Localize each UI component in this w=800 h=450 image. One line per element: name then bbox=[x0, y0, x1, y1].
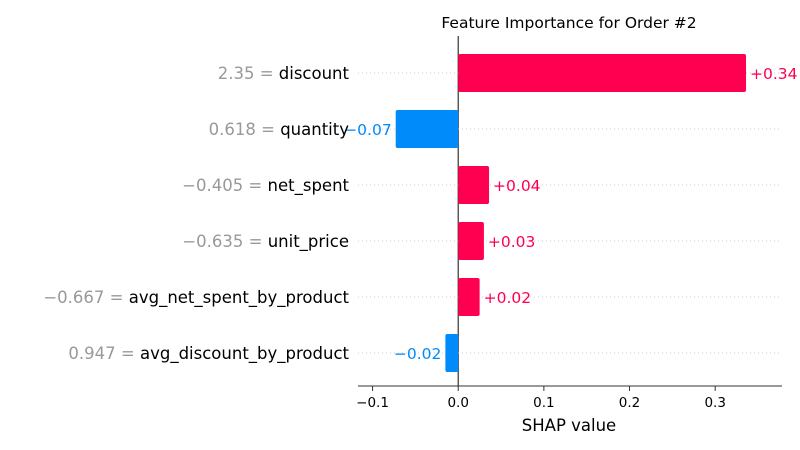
x-tick-label: −0.1 bbox=[356, 395, 389, 411]
feature-name-text: discount bbox=[279, 64, 350, 83]
chart-title: Feature Importance for Order #2 bbox=[441, 14, 696, 32]
x-tick-label: 0.3 bbox=[704, 395, 725, 411]
positive-shap-bar bbox=[458, 54, 747, 92]
feature-value-text: −0.405 = bbox=[182, 176, 267, 195]
feature-value-text: 0.618 = bbox=[209, 120, 281, 139]
feature-label: 2.35 = discount bbox=[218, 64, 350, 83]
feature-label: 0.618 = quantity bbox=[209, 120, 350, 139]
feature-value-text: 2.35 = bbox=[218, 64, 279, 83]
feature-value-text: 0.947 = bbox=[68, 344, 140, 363]
feature-label: −0.635 = unit_price bbox=[182, 232, 349, 252]
feature-name-text: avg_discount_by_product bbox=[140, 344, 350, 364]
positive-shap-bar bbox=[458, 222, 484, 260]
negative-shap-bar bbox=[395, 110, 459, 148]
feature-label: −0.405 = net_spent bbox=[182, 176, 349, 196]
positive-shap-bar bbox=[458, 166, 490, 204]
bar-row: +0.04 −0.405 = net_spent bbox=[182, 166, 782, 204]
shap-value-label: +0.04 bbox=[493, 177, 541, 195]
feature-label: 0.947 = avg_discount_by_product bbox=[68, 344, 349, 364]
shap-value-label: −0.07 bbox=[344, 121, 392, 139]
feature-name-text: unit_price bbox=[268, 232, 349, 252]
feature-value-text: −0.667 = bbox=[43, 288, 128, 307]
feature-name-text: quantity bbox=[280, 120, 349, 139]
bar-row: +0.02 −0.667 = avg_net_spent_by_product bbox=[43, 278, 782, 316]
feature-name-text: net_spent bbox=[268, 176, 350, 196]
feature-value-text: −0.635 = bbox=[182, 232, 267, 251]
bar-row: +0.03 −0.635 = unit_price bbox=[182, 222, 782, 260]
shap-value-label: −0.02 bbox=[394, 345, 442, 363]
bar-row: +0.34 2.35 = discount bbox=[218, 54, 798, 92]
feature-name-text: avg_net_spent_by_product bbox=[129, 288, 350, 308]
bar-row: −0.02 0.947 = avg_discount_by_product bbox=[68, 334, 782, 372]
shap-value-label: +0.03 bbox=[488, 233, 536, 251]
x-axis: −0.1 0.0 0.1 0.2 0.3 bbox=[356, 385, 782, 411]
shap-value-label: +0.02 bbox=[484, 289, 532, 307]
negative-shap-bar bbox=[445, 334, 459, 372]
x-tick-label: 0.1 bbox=[533, 395, 554, 411]
bar-row: −0.070.618 = quantity bbox=[209, 110, 782, 148]
positive-shap-bar bbox=[458, 278, 480, 316]
x-axis-label: SHAP value bbox=[522, 416, 616, 435]
x-tick-label: 0.0 bbox=[447, 395, 468, 411]
shap-value-label: +0.34 bbox=[750, 65, 798, 83]
feature-label: −0.667 = avg_net_spent_by_product bbox=[43, 288, 349, 308]
x-tick-label: 0.2 bbox=[619, 395, 640, 411]
rows-layer: +0.342.35 = discount−0.070.618 = quantit… bbox=[43, 36, 798, 386]
